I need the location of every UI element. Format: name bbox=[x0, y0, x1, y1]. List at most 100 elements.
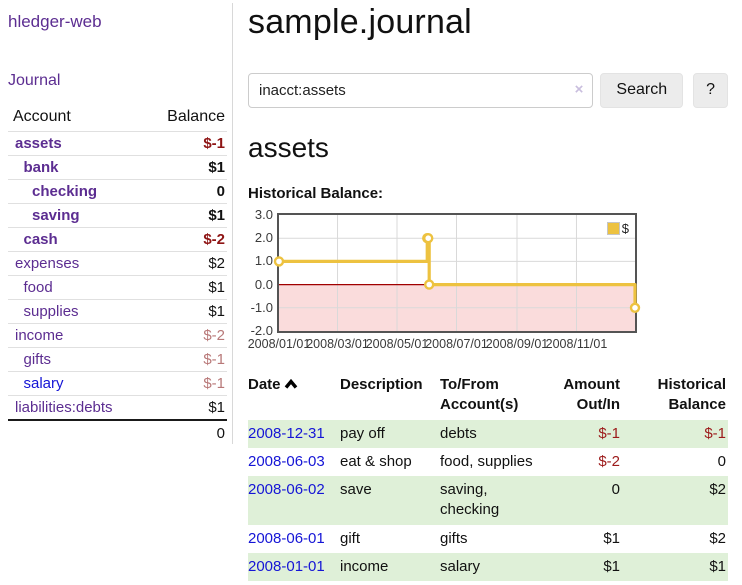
transaction-row: 2008-06-03 eat & shop food, supplies $-2… bbox=[248, 448, 728, 476]
account-heading: assets bbox=[248, 132, 329, 163]
x-axis-tick-label: 2008/11/01 bbox=[545, 337, 608, 351]
account-link[interactable]: assets bbox=[15, 135, 62, 152]
sidebar-item-journal[interactable]: Journal bbox=[8, 72, 61, 89]
y-axis-tick-label: -2.0 bbox=[250, 323, 273, 338]
register-table: Date Description To/From Account(s) Amou… bbox=[248, 371, 728, 581]
transaction-date-link[interactable]: 2008-06-03 bbox=[248, 452, 325, 470]
accounts-total-row: 0 bbox=[8, 419, 227, 446]
accounts-total-value: 0 bbox=[146, 419, 227, 446]
chevron-up-icon bbox=[284, 378, 297, 389]
y-axis-tick-label: 2.0 bbox=[254, 230, 273, 246]
account-balance: $1 bbox=[146, 275, 227, 300]
y-axis-tick-label: 3.0 bbox=[254, 207, 273, 222]
account-row: income $-2 bbox=[8, 323, 227, 348]
register-header-date[interactable]: Date bbox=[248, 371, 340, 420]
account-row: assets $-1 bbox=[8, 131, 227, 156]
transaction-accounts: food, supplies bbox=[440, 452, 533, 470]
chart-canvas bbox=[273, 215, 641, 331]
chart-title: Historical Balance: bbox=[248, 185, 384, 202]
account-row: bank $1 bbox=[8, 155, 227, 180]
account-row: cash $-2 bbox=[8, 227, 227, 252]
account-link[interactable]: income bbox=[15, 327, 64, 344]
transaction-balance: 0 bbox=[717, 452, 726, 470]
account-balance: $-2 bbox=[146, 323, 227, 348]
account-row: saving $1 bbox=[8, 203, 227, 228]
accounts-table-header: Account Balance bbox=[8, 105, 227, 132]
transaction-balance: $2 bbox=[709, 529, 726, 547]
account-row: expenses $2 bbox=[8, 251, 227, 276]
account-link[interactable]: supplies bbox=[23, 303, 79, 320]
transaction-balance: $1 bbox=[628, 552, 728, 581]
historical-balance-chart: $ 3.0 2.0 1.0 0.0 -1.0 -2.0 2008/01/01 2008/03/… bbox=[248, 207, 728, 351]
account-balance: $2 bbox=[146, 251, 227, 276]
transaction-amount: $1 bbox=[544, 552, 628, 581]
account-balance: $-1 bbox=[146, 371, 227, 396]
account-row: salary $-1 bbox=[8, 371, 227, 396]
register-header-amount: Amount Out/In bbox=[563, 376, 620, 414]
accounts-header-account: Account bbox=[13, 108, 71, 125]
transaction-description: gift bbox=[340, 529, 361, 547]
sidebar: hledger-web Journal Account Balance asse… bbox=[0, 3, 233, 446]
transaction-row: 2008-06-02 save saving, checking 0 $2 bbox=[248, 476, 728, 525]
search-box: × bbox=[248, 73, 594, 108]
y-axis-tick-label: 0.0 bbox=[254, 276, 273, 292]
account-balance: $1 bbox=[146, 203, 227, 228]
transaction-accounts: debts bbox=[440, 419, 544, 448]
x-axis-tick-label: 2008/09/01 bbox=[485, 337, 549, 351]
transaction-description: income bbox=[340, 552, 440, 581]
account-link[interactable]: food bbox=[23, 279, 53, 296]
chart-legend: $ bbox=[606, 221, 629, 236]
search-button[interactable]: Search bbox=[600, 73, 684, 108]
account-link[interactable]: checking bbox=[32, 183, 98, 200]
transaction-row: 2008-06-01 gift gifts $1 $2 bbox=[248, 525, 728, 553]
account-link[interactable]: liabilities:debts bbox=[15, 399, 113, 416]
transaction-date-link[interactable]: 2008-06-02 bbox=[248, 481, 325, 498]
register-header-row: Date Description To/From Account(s) Amou… bbox=[248, 371, 728, 420]
account-row: checking 0 bbox=[8, 179, 227, 204]
account-row: supplies $1 bbox=[8, 299, 227, 324]
transaction-row: 2008-12-31 pay off debts $-1 $-1 bbox=[248, 419, 728, 448]
transaction-date-link[interactable]: 2008-01-01 bbox=[248, 557, 325, 575]
register-header-balance: Historical Balance bbox=[657, 376, 726, 414]
account-row: food $1 bbox=[8, 275, 227, 300]
y-axis-tick-label: -1.0 bbox=[250, 299, 273, 315]
transaction-accounts: salary bbox=[440, 552, 544, 581]
transaction-amount: $-2 bbox=[598, 452, 620, 470]
account-balance: $-1 bbox=[146, 131, 227, 156]
transaction-description: eat & shop bbox=[340, 452, 412, 470]
transaction-description: pay off bbox=[340, 419, 440, 448]
transaction-date-link[interactable]: 2008-12-31 bbox=[248, 424, 325, 442]
transaction-balance: $-1 bbox=[628, 419, 728, 448]
x-axis-tick-label: 2008/03/01 bbox=[306, 337, 369, 351]
help-button[interactable]: ? bbox=[693, 73, 728, 108]
main-panel: sample.journal × Search ? assets Histori… bbox=[233, 3, 742, 581]
accounts-header-balance: Balance bbox=[167, 108, 225, 125]
transaction-amount: $-1 bbox=[544, 419, 628, 448]
account-balance: $1 bbox=[146, 299, 227, 324]
clear-search-icon[interactable]: × bbox=[574, 81, 584, 98]
account-link[interactable]: cash bbox=[23, 231, 58, 248]
transaction-row: 2008-01-01 income salary $1 $1 bbox=[248, 552, 728, 581]
account-link[interactable]: gifts bbox=[23, 351, 52, 368]
account-balance: $1 bbox=[146, 155, 227, 180]
account-link[interactable]: salary bbox=[23, 375, 64, 392]
legend-swatch-icon bbox=[606, 222, 620, 235]
page-title: sample.journal bbox=[248, 3, 472, 41]
account-balance: 0 bbox=[146, 179, 227, 204]
app-title-link[interactable]: hledger-web bbox=[8, 12, 102, 31]
register-header-accounts: To/From Account(s) bbox=[440, 376, 519, 414]
accounts-table: Account Balance assets $-1 bank $1 check… bbox=[8, 105, 227, 446]
transaction-description: save bbox=[340, 476, 440, 525]
legend-label: $ bbox=[621, 221, 629, 236]
transaction-date-link[interactable]: 2008-06-01 bbox=[248, 529, 325, 547]
search-input[interactable] bbox=[248, 73, 594, 108]
x-axis-tick-label: 2008/05/01 bbox=[365, 337, 429, 351]
account-link[interactable]: bank bbox=[23, 159, 59, 176]
transaction-amount: $1 bbox=[603, 529, 620, 547]
search-form: × Search ? bbox=[248, 73, 728, 108]
account-link[interactable]: expenses bbox=[15, 255, 80, 272]
account-link[interactable]: saving bbox=[32, 207, 80, 224]
account-balance: $-2 bbox=[146, 227, 227, 252]
account-row: liabilities:debts $1 bbox=[8, 395, 227, 420]
transaction-accounts: gifts bbox=[440, 529, 468, 547]
